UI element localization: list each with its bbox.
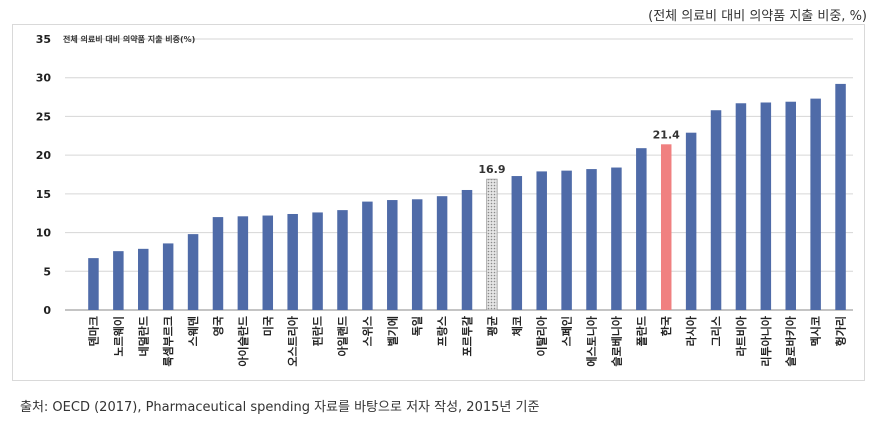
x-tick-label-네덜란드: 네덜란드 [136, 316, 150, 356]
y-tick-label-15: 15 [36, 188, 51, 201]
bar-그리스 [710, 110, 722, 310]
x-tick-label-영국: 영국 [212, 316, 225, 336]
bar-오스트리아 [287, 213, 298, 310]
x-tick-label-오스트리아: 오스트리아 [286, 315, 300, 366]
bar-한국 [660, 144, 672, 310]
x-tick-label-스웨덴: 스웨덴 [186, 316, 200, 346]
data-label-평균: 16.9 [478, 163, 505, 176]
x-tick-label-포르투갈: 포르투갈 [460, 316, 474, 356]
x-tick-label-체코: 체코 [510, 316, 524, 336]
x-tick-label-그리스: 그리스 [709, 316, 723, 346]
bar-룩셈부르크 [162, 243, 174, 310]
x-tick-label-노르웨이: 노르웨이 [111, 316, 125, 356]
bar-chart: 0 5 10 15 20 25 30 35 덴마크 노르웨이 네덜란드 룩셈부르크 스웨덴 영국 아이슬란드… [36, 33, 853, 367]
bar-미국 [262, 215, 274, 310]
bar-영국 [212, 217, 224, 310]
x-tick-label-라시아: 라시아 [684, 315, 698, 346]
bar-에스토니아 [586, 169, 597, 310]
unit-note: (전체 의료비 대비 의약품 지출 비중, %) [648, 9, 867, 24]
bar-폴란드 [636, 148, 647, 310]
chart-title: 전체 의료비 대비 의약품 지출 비중(%) [63, 34, 195, 44]
bar-노르웨이 [113, 251, 124, 310]
x-tick-label-에스토니아: 에스토니아 [585, 315, 599, 366]
bar-멕시코 [810, 98, 821, 311]
bar-이탈리아 [536, 171, 547, 310]
x-tick-label-한국: 한국 [659, 316, 673, 336]
y-tick-label-0: 0 [43, 304, 51, 317]
chart-frame: 0 5 10 15 20 25 30 35 덴마크 노르웨이 네덜란드 룩셈부르크 스웨덴 영국 아이슬란드… [12, 24, 865, 381]
bar-벨기에 [387, 200, 398, 310]
x-tick-label-프랑스: 프랑스 [436, 316, 449, 346]
bars [88, 83, 846, 311]
bar-평균 [486, 178, 498, 311]
y-tick-label-20: 20 [36, 149, 52, 162]
x-tick-label-슬로바키아: 슬로바키아 [784, 315, 798, 366]
bar-아이슬란드 [237, 216, 249, 310]
y-tick-label-5: 5 [43, 265, 51, 278]
x-tick-label-미국: 미국 [261, 316, 275, 336]
x-tick-label-폴란드: 폴란드 [634, 316, 648, 346]
x-tick-label-아일랜드: 아일랜드 [335, 316, 349, 356]
bar-스페인 [561, 170, 572, 310]
bar-덴마크 [88, 258, 99, 310]
bar-스웨덴 [187, 234, 199, 310]
bar-네덜란드 [138, 248, 149, 310]
x-tick-label-독일: 독일 [410, 316, 424, 336]
source-note: 출처: OECD (2017), Pharmaceutical spending… [20, 400, 540, 415]
y-tick-label-25: 25 [36, 110, 51, 123]
bar-스위스 [362, 201, 373, 310]
grid-lines [65, 38, 853, 311]
bar-프랑스 [436, 196, 448, 310]
x-tick-label-핀란드: 핀란드 [311, 316, 325, 346]
y-tick-label-35: 35 [36, 33, 51, 46]
bar-체코 [511, 176, 523, 310]
bar-핀란드 [312, 212, 323, 310]
bar-독일 [411, 199, 423, 310]
x-tick-label-라트비아: 라트비아 [734, 315, 748, 356]
labels: 0 5 10 15 20 25 30 35 덴마크 노르웨이 네덜란드 룩셈부르크 스웨덴 영국 아이슬란드… [36, 33, 848, 367]
x-tick-label-리투아니아: 리투아니아 [759, 315, 773, 366]
x-tick-label-벨기에: 벨기에 [385, 316, 399, 346]
bar-라시아 [685, 132, 697, 310]
x-tick-label-스위스: 스위스 [361, 316, 374, 346]
x-tick-label-스페인: 스페인 [560, 316, 574, 346]
bar-아일랜드 [337, 210, 348, 310]
bar-라트비아 [735, 103, 747, 310]
bar-슬로베니아 [611, 167, 622, 310]
data-label-한국: 21.4 [653, 128, 680, 141]
bar-슬로바키아 [785, 101, 796, 311]
bar-헝가리 [835, 83, 846, 310]
x-tick-label-덴마크: 덴마크 [86, 316, 100, 346]
x-tick-label-이탈리아: 이탈리아 [535, 315, 549, 356]
x-tick-label-헝가리: 헝가리 [834, 316, 848, 346]
x-tick-label-아이슬란드: 아이슬란드 [236, 316, 250, 367]
bar-포르투갈 [461, 189, 473, 310]
x-tick-label-룩셈부르크: 룩셈부르크 [161, 316, 175, 367]
bar-리투아니아 [760, 102, 772, 311]
x-tick-label-슬로베니아: 슬로베니아 [609, 315, 623, 366]
y-tick-label-10: 10 [36, 227, 52, 240]
x-tick-label-평균: 평균 [485, 316, 499, 336]
y-tick-label-30: 30 [36, 72, 52, 85]
x-tick-label-멕시코: 멕시코 [809, 316, 823, 346]
